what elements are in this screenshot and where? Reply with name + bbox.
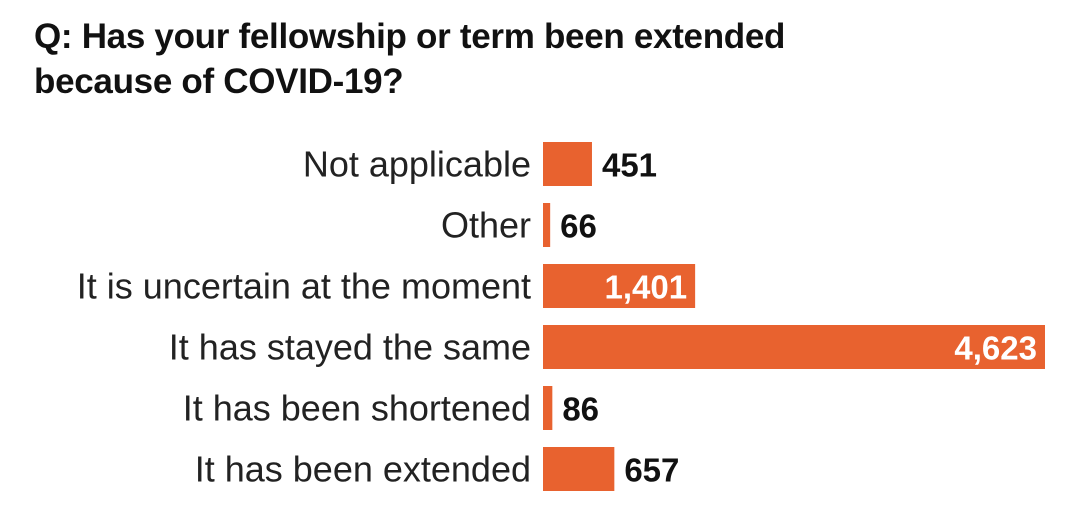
category-label: Other bbox=[441, 205, 531, 246]
bar-row-it-is-uncertain-at-the-moment: It is uncertain at the moment 1,401 bbox=[77, 264, 696, 308]
bar-row-it-has-been-shortened: It has been shortened 86 bbox=[183, 386, 599, 430]
category-label: It has stayed the same bbox=[169, 327, 531, 368]
category-label: It has been shortened bbox=[183, 388, 531, 429]
category-label: Not applicable bbox=[303, 144, 531, 185]
value-label: 451 bbox=[602, 147, 657, 184]
bar-row-not-applicable: Not applicable 451 bbox=[303, 142, 657, 186]
value-label: 1,401 bbox=[605, 269, 688, 306]
value-label: 657 bbox=[624, 452, 679, 489]
bar-row-other: Other 66 bbox=[441, 203, 597, 247]
chart-title-line-1: Q: Has your fellowship or term been exte… bbox=[34, 17, 786, 56]
category-label: It is uncertain at the moment bbox=[77, 266, 531, 307]
bar bbox=[543, 203, 551, 247]
bar-row-it-has-been-extended: It has been extended 657 bbox=[195, 447, 679, 491]
bar bbox=[543, 386, 553, 430]
chart-title-line-2: because of COVID-19? bbox=[34, 62, 404, 101]
chart-title: Q: Has your fellowship or term been exte… bbox=[34, 14, 934, 104]
bar bbox=[543, 142, 592, 186]
value-label: 4,623 bbox=[954, 330, 1037, 367]
bar bbox=[543, 264, 696, 308]
bar bbox=[543, 447, 615, 491]
value-label: 86 bbox=[562, 391, 599, 428]
bar bbox=[543, 325, 1045, 369]
category-label: It has been extended bbox=[195, 449, 531, 490]
bar-row-it-has-stayed-the-same: It has stayed the same 4,623 bbox=[169, 325, 1045, 369]
value-label: 66 bbox=[560, 208, 597, 245]
